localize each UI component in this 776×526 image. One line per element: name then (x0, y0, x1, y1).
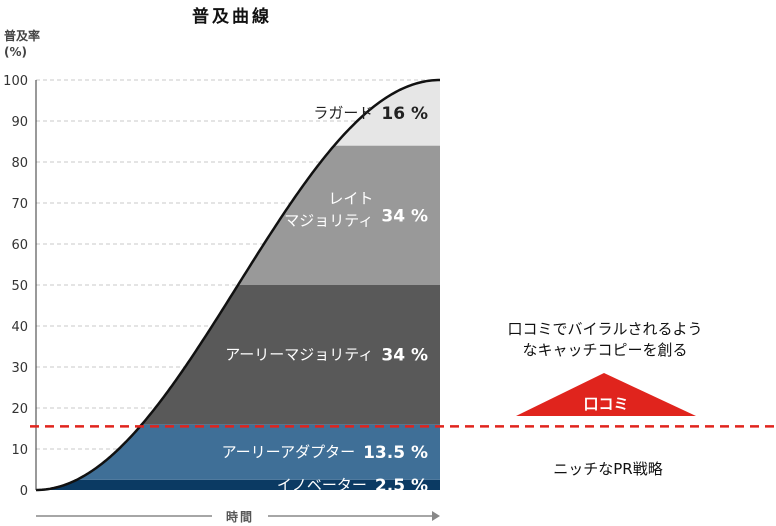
segment-name: アーリーマジョリティ (225, 346, 373, 364)
y-axis-unit: (%) (4, 45, 27, 59)
segment-labels: 2.5 % イノベーター 13.5 % アーリーアダプター 34 % アーリーマジョリティ… (222, 104, 428, 496)
segment-percentage: 34 % (381, 206, 428, 226)
segment-name: イノベーター (277, 476, 367, 494)
segment-percentage: 16 % (381, 104, 428, 124)
x-axis-label-bg (212, 507, 268, 525)
y-tick-label: 50 (11, 279, 28, 294)
segment-name: マジョリティ (284, 211, 373, 229)
word-of-mouth-label: 口コミ (583, 395, 628, 413)
segment-percentage: 2.5 % (375, 476, 428, 496)
segment-percentage: 34 % (381, 346, 428, 366)
chart-title: 普及曲線 (192, 6, 272, 27)
y-tick-label: 20 (11, 402, 28, 417)
y-tick-label: 90 (11, 115, 28, 130)
viral-copy-line-1: 口コミでバイラルされるよう (507, 320, 703, 338)
x-axis: 時間 (36, 507, 440, 525)
y-tick-label: 80 (11, 156, 28, 171)
word-of-mouth-triangle (516, 373, 696, 416)
y-tick-label: 100 (3, 74, 28, 89)
adoption-band (76, 424, 441, 480)
adoption-band (334, 80, 440, 146)
segment-name: アーリーアダプター (222, 443, 356, 461)
y-tick-label: 0 (20, 484, 28, 499)
adoption-band (36, 479, 440, 490)
y-tick-label: 10 (11, 443, 28, 458)
niche-pr-annotation: ニッチなPR戦略 (553, 460, 663, 478)
y-axis-ticks: 0 10 20 30 40 50 60 70 80 90 100 (3, 74, 37, 499)
adoption-bands (36, 80, 441, 490)
x-axis-arrow-head (432, 511, 440, 521)
segment-name: ラガード (313, 104, 373, 122)
y-tick-label: 70 (11, 197, 28, 212)
y-axis-label: 普及率 (4, 28, 40, 43)
x-axis-label: 時間 (226, 509, 254, 524)
y-tick-label: 30 (11, 361, 28, 376)
adoption-band (238, 145, 440, 285)
viral-copy-line-2: なキャッチコピーを創る (522, 341, 688, 359)
s-curve (36, 78, 440, 492)
diffusion-curve (36, 78, 440, 492)
viral-copy-annotation: 口コミでバイラルされるよう なキャッチコピーを創る (470, 318, 740, 360)
segment-name: レイト (328, 189, 373, 207)
segment-percentage: 13.5 % (363, 443, 428, 463)
y-tick-label: 40 (11, 320, 28, 335)
y-tick-label: 60 (11, 238, 28, 253)
